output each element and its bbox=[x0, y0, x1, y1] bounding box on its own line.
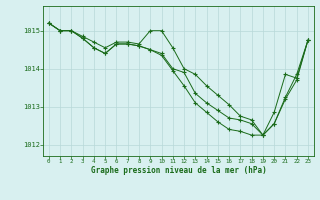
X-axis label: Graphe pression niveau de la mer (hPa): Graphe pression niveau de la mer (hPa) bbox=[91, 166, 266, 175]
